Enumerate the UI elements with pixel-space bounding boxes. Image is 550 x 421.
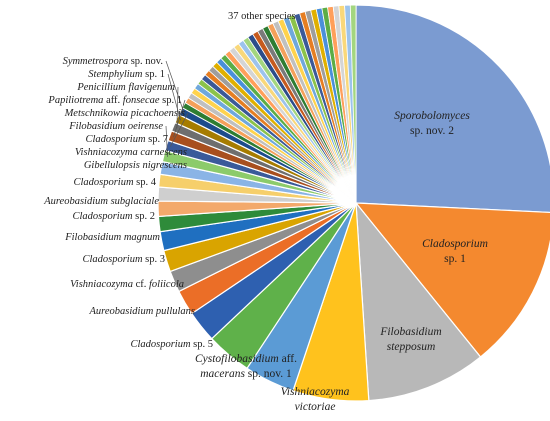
leader-line bbox=[173, 99, 186, 138]
slice-label: Metschnikowia picachoensis bbox=[64, 108, 185, 119]
slice-label: Aureobasidium subglaciale bbox=[43, 196, 159, 207]
slice-label: Cladosporium sp. 3 bbox=[82, 254, 165, 265]
leader-lines bbox=[165, 60, 189, 157]
slice-label: Stemphylium sp. 1 bbox=[88, 69, 165, 80]
slice-label: Gibellulopsis nigrescens bbox=[84, 160, 187, 171]
leader-line bbox=[165, 60, 185, 114]
slice-label: Aureobasidium pullulans bbox=[89, 306, 196, 317]
leader-line bbox=[167, 73, 181, 121]
pie-slice bbox=[355, 4, 550, 214]
slice-label: Cladosporium sp. 1 bbox=[422, 238, 488, 265]
slice-label: Cladosporium sp. 5 bbox=[130, 339, 213, 350]
pie-slice-other bbox=[349, 4, 357, 204]
leader-line bbox=[165, 125, 168, 157]
slice-labels: Sporobolomyces sp. nov. 2 Cladosporium sp. … bbox=[43, 56, 488, 413]
slice-label: Cladosporium sp. 4 bbox=[73, 177, 156, 188]
pie-slice bbox=[355, 201, 482, 402]
slice-label: Vishniacozyma cf. foliicola bbox=[70, 279, 184, 290]
slice-label: Filobasidium magnum bbox=[64, 232, 160, 243]
slice-label: Cladosporium sp. 7 bbox=[85, 134, 168, 145]
pie-slice bbox=[354, 202, 550, 358]
slice-label: Papiliotrema aff. fonsecae sp. 1 bbox=[47, 95, 182, 106]
others-label: 37 other species bbox=[228, 11, 296, 22]
slice-label: Vishniacozyma victoriae bbox=[281, 386, 350, 413]
slice-label: Vishniacozyma carnescens bbox=[75, 147, 187, 158]
leader-line bbox=[176, 86, 179, 129]
slice-label: Filobasidium oeirense bbox=[68, 121, 163, 132]
pie-slices bbox=[157, 4, 550, 402]
slice-label: Symmetrospora sp. nov. bbox=[63, 56, 163, 67]
slice-label: Penicillium flavigenum bbox=[76, 82, 175, 93]
slice-label: Cystofilobasidium aff. macerans sp. nov. … bbox=[195, 353, 297, 380]
slice-label: Cladosporium sp. 2 bbox=[72, 211, 155, 222]
leader-line bbox=[170, 112, 189, 147]
slice-label: Sporobolomyces sp. nov. 2 bbox=[394, 110, 470, 137]
slice-label: Filobasidium stepposum bbox=[379, 326, 441, 353]
